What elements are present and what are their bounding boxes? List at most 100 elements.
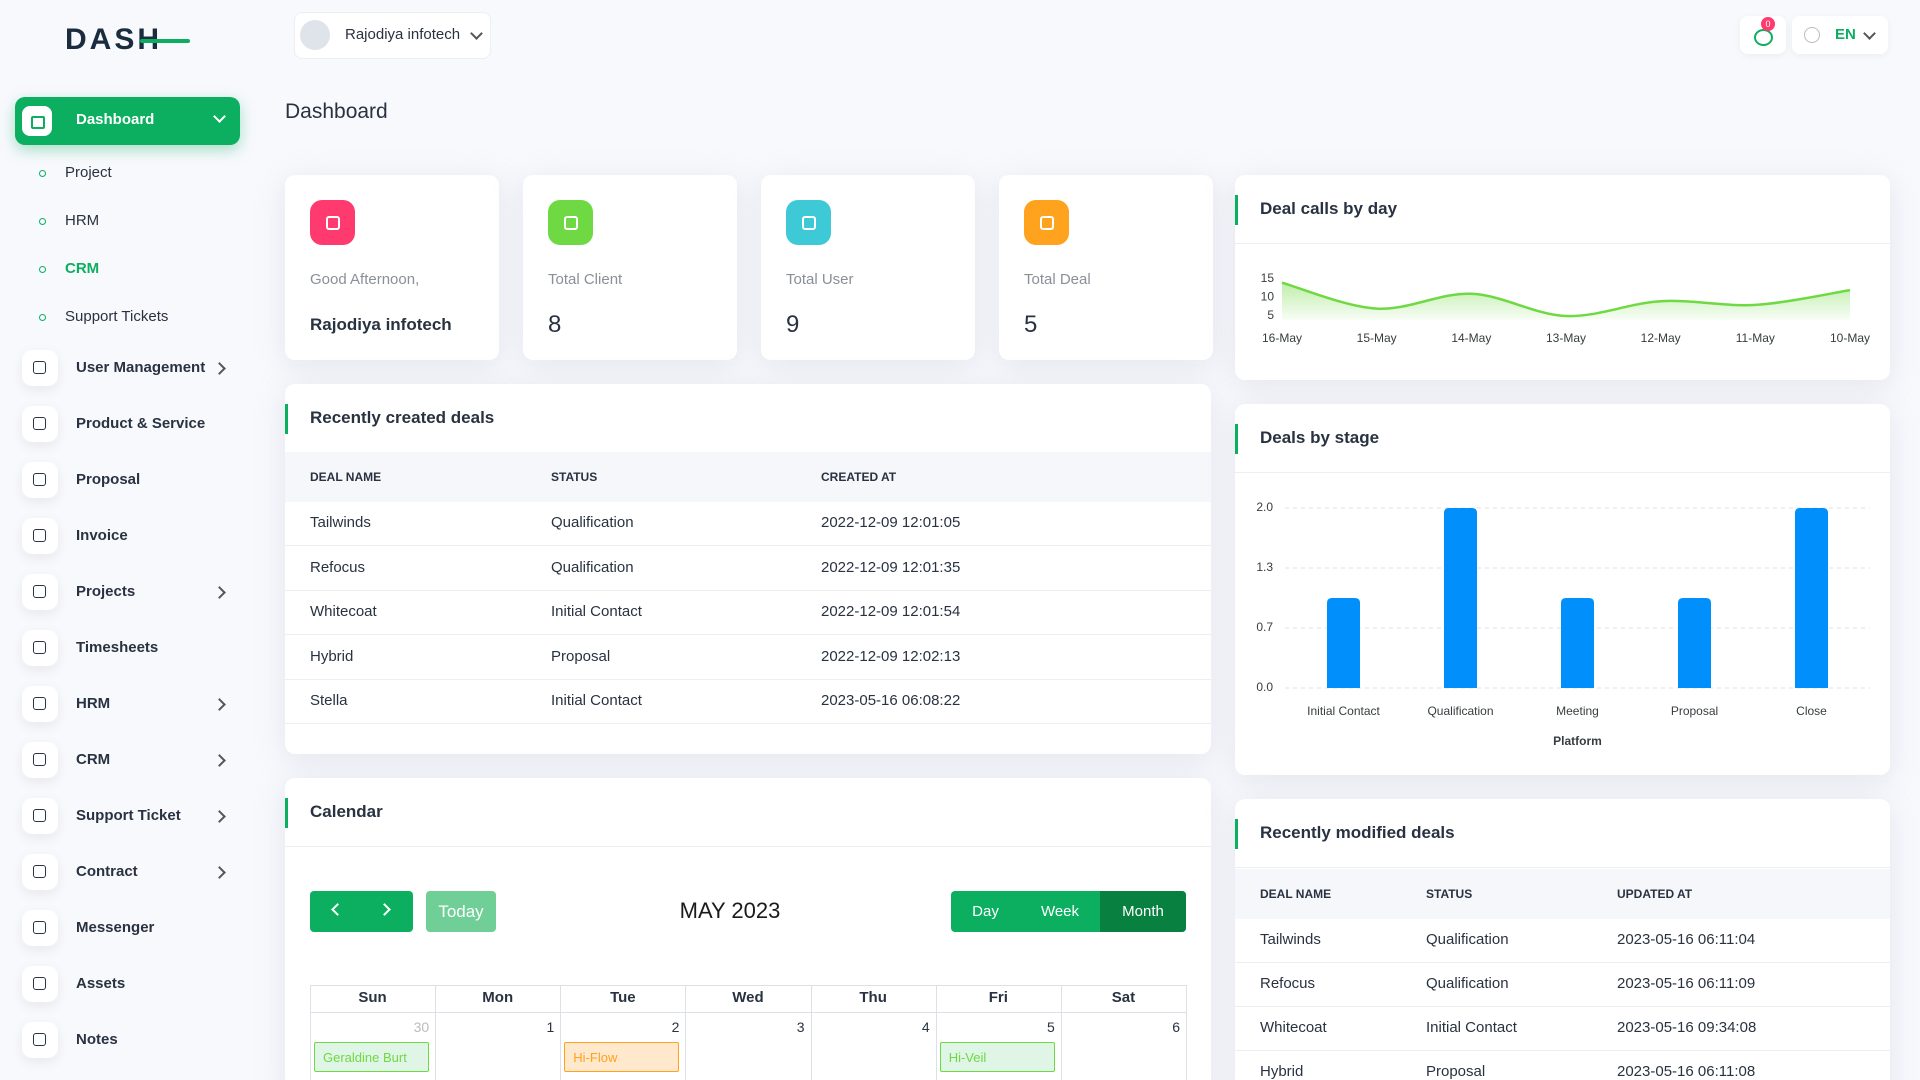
table-cell: Refocus xyxy=(1260,975,1316,992)
menu-icon[interactable] xyxy=(22,910,58,946)
logo-accent xyxy=(140,39,190,43)
menu-icon[interactable] xyxy=(22,406,58,442)
menu-icon[interactable] xyxy=(22,1022,58,1058)
table-cell: Qualification xyxy=(551,514,634,531)
table-cell: 2023-05-16 06:11:09 xyxy=(1617,975,1756,992)
submenu-item[interactable]: CRM xyxy=(65,260,100,277)
dashboard-icon xyxy=(22,106,52,136)
page-title: Dashboard xyxy=(285,100,388,123)
menu-item[interactable]: Notes xyxy=(76,1031,118,1048)
table-cell: Whitecoat xyxy=(310,603,377,620)
deal-calls-card xyxy=(1235,175,1890,380)
dashboard-menu-button[interactable] xyxy=(15,97,240,145)
menu-icon[interactable] xyxy=(22,518,58,554)
card-title: Recently created deals xyxy=(310,408,495,427)
stat-value: 5 xyxy=(1024,311,1038,338)
table-cell: Tailwinds xyxy=(1260,931,1321,948)
menu-item[interactable]: Projects xyxy=(76,583,136,600)
card-title: Deal calls by day xyxy=(1260,199,1398,218)
menu-icon[interactable] xyxy=(22,854,58,890)
calendar-event[interactable]: Geraldine Burt xyxy=(314,1042,430,1072)
day-number[interactable]: 1 xyxy=(546,1019,555,1035)
submenu-item[interactable]: Support Tickets xyxy=(65,308,169,325)
menu-icon[interactable] xyxy=(22,574,58,610)
stat-icon xyxy=(548,200,593,245)
menu-icon[interactable] xyxy=(22,966,58,1002)
view-button[interactable]: Week xyxy=(1040,903,1080,920)
grid-column-line xyxy=(560,985,562,1080)
calendar-event[interactable]: Hi-Flow xyxy=(564,1042,680,1072)
weekday: Mon xyxy=(482,989,514,1006)
day-number[interactable]: 6 xyxy=(1172,1019,1180,1035)
table-cell: Tailwinds xyxy=(310,514,371,531)
menu-item[interactable]: Invoice xyxy=(76,527,128,544)
stat-label: Good Afternoon, xyxy=(310,271,420,288)
menu-icon[interactable] xyxy=(22,798,58,834)
menu-icon[interactable] xyxy=(22,350,58,386)
day-number[interactable]: 5 xyxy=(1047,1019,1055,1035)
day-number[interactable]: 3 xyxy=(796,1019,805,1035)
table-cell: Initial Contact xyxy=(1426,1019,1517,1036)
card-divider xyxy=(1235,243,1890,244)
menu-label[interactable]: Dashboard xyxy=(76,111,155,128)
menu-item[interactable]: Contract xyxy=(76,863,138,880)
table-cell: Proposal xyxy=(1426,1063,1486,1080)
submenu-bullet xyxy=(39,218,46,225)
menu-icon[interactable] xyxy=(22,686,58,722)
chevron-icon xyxy=(213,698,226,711)
column-header: UPDATED AT xyxy=(1617,887,1693,901)
menu-item[interactable]: HRM xyxy=(76,695,111,712)
menu-icon[interactable] xyxy=(22,630,58,666)
card-divider xyxy=(1235,472,1890,473)
table-cell: Proposal xyxy=(551,647,611,665)
menu-item[interactable]: Timesheets xyxy=(76,639,159,656)
day-number[interactable]: 2 xyxy=(671,1019,680,1035)
menu-item[interactable]: Proposal xyxy=(76,471,141,488)
menu-item[interactable]: Assets xyxy=(76,975,126,992)
view-button[interactable]: Month xyxy=(1100,891,1186,932)
day-number[interactable]: 30 xyxy=(413,1019,430,1035)
menu-icon[interactable] xyxy=(22,462,58,498)
weekday: Thu xyxy=(859,989,887,1006)
menu-item[interactable]: User Management xyxy=(76,359,206,376)
menu-item[interactable]: CRM xyxy=(76,751,111,768)
table-cell: 2022-12-09 12:02:13 xyxy=(821,647,961,665)
stat-value: 9 xyxy=(786,311,800,338)
today-button[interactable]: Today xyxy=(426,891,496,932)
card-divider xyxy=(1235,867,1890,868)
language[interactable]: EN xyxy=(1835,26,1856,43)
house-glyph xyxy=(31,116,45,129)
stat-icon-glyph xyxy=(802,216,816,230)
card-accent xyxy=(285,798,288,828)
weekday: Sun xyxy=(358,989,387,1006)
card-accent xyxy=(1235,195,1238,225)
column-header: STATUS xyxy=(551,470,598,484)
menu-glyph xyxy=(33,361,46,374)
submenu-item[interactable]: Project xyxy=(65,164,112,181)
table-cell: 2023-05-16 09:34:08 xyxy=(1617,1019,1757,1036)
menu-item[interactable]: Messenger xyxy=(76,919,155,936)
table-cell: 2022-12-09 12:01:54 xyxy=(821,603,961,620)
menu-item[interactable]: Support Ticket xyxy=(76,807,181,824)
submenu-item[interactable]: HRM xyxy=(65,212,100,229)
view-button[interactable]: Day xyxy=(972,903,999,920)
stat-icon-glyph xyxy=(1040,216,1054,230)
day-number[interactable]: 4 xyxy=(921,1019,930,1035)
row-divider xyxy=(285,589,1211,591)
column-header: STATUS xyxy=(1426,887,1473,901)
column-header: CREATED AT xyxy=(821,470,897,484)
table-cell: 2022-12-09 12:01:05 xyxy=(821,514,961,531)
weekday: Sat xyxy=(1111,989,1136,1006)
user-name[interactable]: Rajodiya infotech xyxy=(345,26,461,43)
stat-icon-glyph xyxy=(326,216,340,230)
menu-glyph xyxy=(33,977,46,990)
calendar-event[interactable]: Hi-Veil xyxy=(939,1042,1055,1072)
stat-value: Rajodiya infotech xyxy=(310,315,452,334)
table-cell: Whitecoat xyxy=(1260,1019,1327,1036)
menu-item[interactable]: Product & Service xyxy=(76,415,206,432)
menu-glyph xyxy=(33,417,46,430)
stat-label: Total Deal xyxy=(1024,271,1091,288)
stat-icon xyxy=(310,200,355,245)
menu-icon[interactable] xyxy=(22,742,58,778)
